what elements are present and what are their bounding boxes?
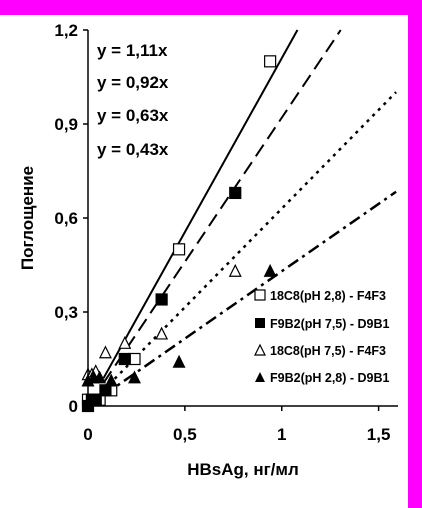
- legend-marker-triangle-open: [254, 343, 266, 356]
- legend-marker-square-open: [254, 289, 266, 301]
- data-point-series-3: [118, 335, 132, 349]
- equation-3: y = 0,63x: [97, 106, 169, 125]
- data-point-series-3: [98, 345, 112, 359]
- data-point-series-3: [155, 326, 169, 340]
- equation-2: y = 0,92x: [97, 73, 169, 92]
- legend-label-3: 18C8(pH 7,5) - F4F3: [270, 344, 386, 358]
- legend-marker-triangle-filled: [255, 372, 265, 382]
- legend-item-2: F9B2(pH 7,5) - D9B1: [255, 317, 390, 331]
- data-point-series-2: [155, 293, 168, 306]
- legend-item-4: F9B2(pH 2,8) - D9B1: [255, 371, 390, 385]
- equation-4: y = 0,43x: [97, 140, 169, 159]
- x-axis-label: HBsAg, нг/мл: [187, 460, 299, 479]
- x-tick-label: 1,5: [367, 425, 391, 444]
- data-point-series-4: [263, 263, 277, 277]
- axis-ticks: 0 0,3 0,6 0,9 1,2 0 0,5 1 1,5: [54, 21, 390, 444]
- data-point-series-2: [99, 384, 112, 397]
- data-point-series-4: [104, 373, 118, 387]
- data-point-series-2: [229, 186, 242, 200]
- data-point-series-4: [172, 354, 186, 368]
- legend-marker-square-filled: [255, 318, 265, 328]
- x-tick-label: 0,5: [173, 425, 197, 444]
- equations: y = 1,11x y = 0,92x y = 0,63x y = 0,43x: [97, 41, 169, 159]
- fit-line-1: [102, 29, 299, 379]
- data-point-series-2: [118, 352, 131, 366]
- data-point-series-1: [264, 55, 277, 68]
- y-tick-label: 0: [69, 397, 78, 416]
- fit-line-2: [102, 29, 342, 384]
- data-point-series-3: [228, 263, 242, 277]
- legend-label-1: 18C8(pH 2,8) - F4F3: [270, 289, 386, 303]
- legend-item-1: 18C8(pH 2,8) - F4F3: [254, 289, 386, 303]
- legend-label-2: F9B2(pH 7,5) - D9B1: [270, 317, 390, 331]
- y-tick-label: 0,3: [54, 303, 78, 322]
- x-tick-label: 1: [277, 425, 286, 444]
- y-tick-label: 0,9: [54, 115, 78, 134]
- legend-item-3: 18C8(pH 7,5) - F4F3: [254, 343, 386, 358]
- equation-1: y = 1,11x: [97, 41, 168, 60]
- data-point-series-4: [93, 370, 107, 384]
- legend-label-4: F9B2(pH 2,8) - D9B1: [270, 371, 390, 385]
- canvas-background: [0, 15, 408, 508]
- fit-line-3: [102, 91, 397, 392]
- fit-line-4: [102, 190, 397, 397]
- y-tick-label: 1,2: [54, 21, 78, 40]
- x-tick-label: 0: [83, 425, 92, 444]
- legend: 18C8(pH 2,8) - F4F3 F9B2(pH 7,5) - D9B1 …: [254, 289, 390, 385]
- data-point-series-1: [172, 243, 186, 256]
- y-tick-label: 0,6: [54, 209, 78, 228]
- data-point-series-4: [128, 370, 141, 384]
- data-point-series-2: [89, 393, 102, 406]
- y-axis-label: Поглощение: [18, 166, 37, 270]
- fit-lines: [102, 29, 397, 397]
